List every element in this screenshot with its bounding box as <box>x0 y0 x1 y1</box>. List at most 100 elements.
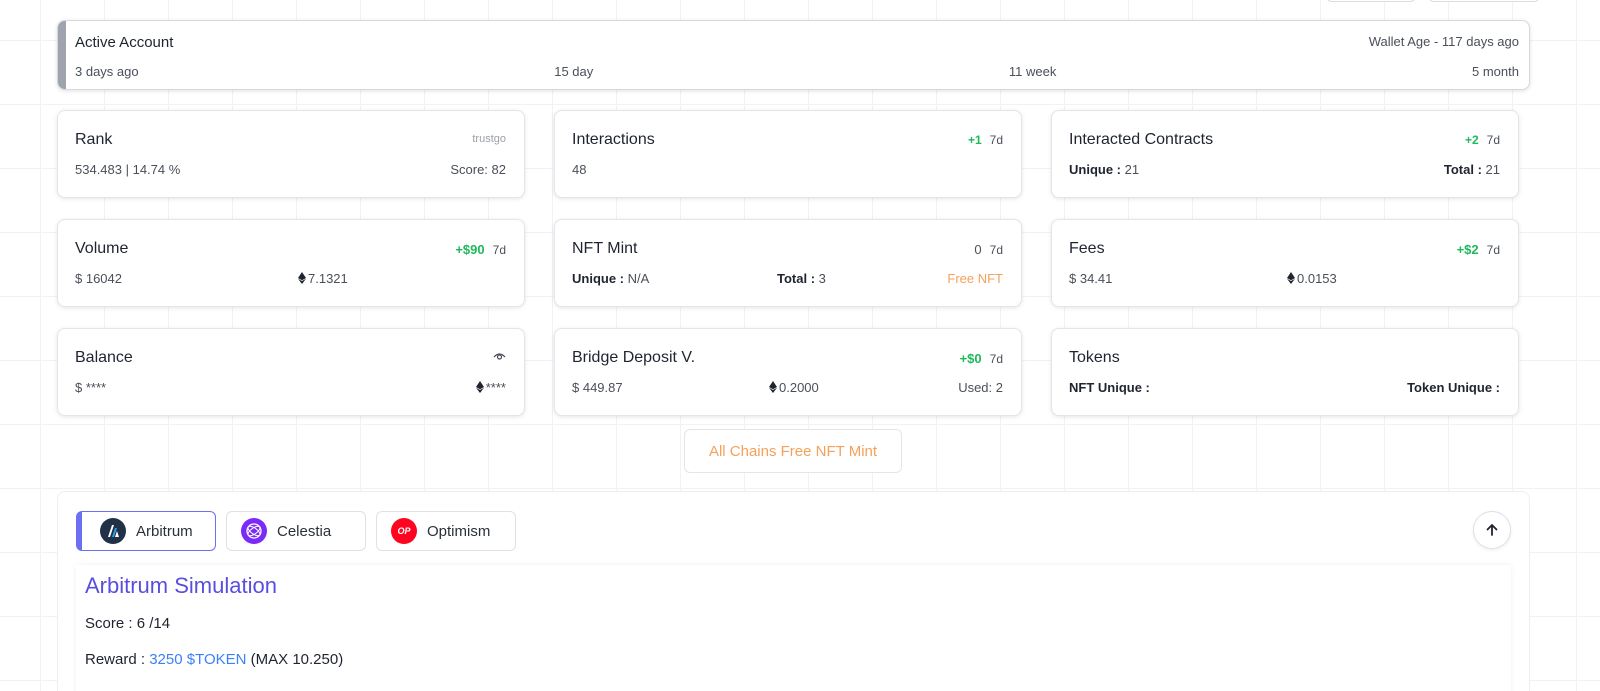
bridge-usd: $ 449.87 <box>572 380 623 395</box>
total-contracts: Total : 21 <box>1444 162 1500 177</box>
ethereum-icon <box>298 272 306 284</box>
free-nft-link[interactable]: Free NFT <box>947 271 1003 286</box>
simulation-section: Arbitrum Simulation Score : 6 /14 Reward… <box>76 565 1511 691</box>
card-badge: +2 7d <box>1465 133 1500 147</box>
card-title: NFT Mint <box>572 240 638 257</box>
top-control-button[interactable] <box>1428 0 1540 2</box>
period-label: 7d <box>1486 133 1500 147</box>
card-badge: +$90 7d <box>455 242 506 257</box>
tab-arbitrum[interactable]: Arbitrum <box>76 511 216 551</box>
delta-value: +$90 <box>455 242 485 257</box>
top-control-button[interactable] <box>1326 0 1416 2</box>
wallet-age: Wallet Age - 117 days ago <box>1368 34 1519 49</box>
unique-value: 21 <box>1124 162 1140 177</box>
volume-card: Volume +$90 7d $ 16042 7.1321 <box>57 219 525 307</box>
delta-value: +$2 <box>1456 242 1479 257</box>
volume-eth: 7.1321 <box>298 271 348 286</box>
tab-celestia[interactable]: Celestia <box>226 511 366 551</box>
ethereum-icon <box>1287 272 1295 284</box>
ethereum-icon <box>475 381 484 393</box>
card-badge: +$2 7d <box>1457 242 1500 257</box>
rank-score: Score: 82 <box>450 162 506 177</box>
interactions-value: 48 <box>572 162 587 177</box>
nft-mint-card: NFT Mint 0 7d Unique : N/A Total : 3 Fre… <box>554 219 1022 307</box>
delta-value: 0 <box>974 242 982 257</box>
arbitrum-logo-icon <box>100 518 126 544</box>
reward-value: 3250 $TOKEN <box>149 651 247 668</box>
all-chains-free-nft-mint-button[interactable]: All Chains Free NFT Mint <box>684 429 902 473</box>
total-label: Total : <box>1443 162 1482 177</box>
bridge-eth: 0.2000 <box>769 380 819 395</box>
card-title: Tokens <box>1069 349 1120 366</box>
nft-total: Total : 3 <box>777 271 826 286</box>
total-value: 3 <box>818 271 826 286</box>
score-value: 6 /14 <box>136 615 171 632</box>
activity-tick: 5 month <box>1472 64 1519 79</box>
rank-card: Rank trustgo 534.483 | 14.74 % Score: 82 <box>57 110 525 198</box>
top-controls <box>1326 0 1540 2</box>
simulation-title: Arbitrum Simulation <box>85 573 277 598</box>
interacted-contracts-card: Interacted Contracts +2 7d Unique : 21 T… <box>1051 110 1519 198</box>
eye-icon[interactable] <box>493 351 506 361</box>
card-badge: +$0 7d <box>960 351 1003 366</box>
period-label: 7d <box>989 352 1003 366</box>
ethereum-icon <box>769 381 777 393</box>
bridge-used: Used: 2 <box>958 380 1003 395</box>
tab-label: Arbitrum <box>136 522 193 540</box>
unique-contracts: Unique : 21 <box>1069 162 1139 177</box>
score-label: Score : <box>85 615 133 632</box>
rank-source: trustgo <box>472 133 506 145</box>
scroll-to-top-button[interactable] <box>1473 511 1511 549</box>
chains-panel: Arbitrum Celestia OP Optimism Arbitrum S… <box>57 491 1530 691</box>
simulation-reward: Reward : 3250 $TOKEN (MAX 10.250) <box>85 651 343 668</box>
eth-value: 0.2000 <box>779 380 819 395</box>
total-label: Total : <box>777 271 816 286</box>
unique-value: N/A <box>627 271 650 286</box>
card-title: Interactions <box>572 131 655 148</box>
card-title: Volume <box>75 240 129 257</box>
card-title: Fees <box>1069 240 1105 257</box>
card-badge: trustgo <box>472 133 506 145</box>
card-title: Interacted Contracts <box>1069 131 1214 148</box>
tab-optimism[interactable]: OP Optimism <box>376 511 516 551</box>
delta-value: +2 <box>1464 133 1479 147</box>
celestia-logo-icon <box>241 518 267 544</box>
period-label: 7d <box>989 243 1003 257</box>
balance-usd: $ **** <box>75 380 107 395</box>
simulation-score: Score : 6 /14 <box>85 615 170 632</box>
fees-usd: $ 34.41 <box>1069 271 1113 286</box>
rank-value: 534.483 | 14.74 % <box>75 162 181 177</box>
active-account-bar: Active Account Wallet Age - 117 days ago… <box>57 20 1530 90</box>
balance-card: Balance $ **** **** <box>57 328 525 416</box>
unique-label: Unique : <box>1069 162 1121 177</box>
tab-label: Celestia <box>277 522 332 540</box>
active-account-title: Active Account <box>75 34 174 51</box>
reward-label: Reward : <box>85 651 146 668</box>
card-badge: +1 7d <box>968 133 1003 147</box>
eth-value: **** <box>485 380 506 395</box>
period-label: 7d <box>1486 243 1500 257</box>
optimism-logo-icon: OP <box>391 518 417 544</box>
nft-unique: Unique : N/A <box>572 271 649 286</box>
card-title: Rank <box>75 131 113 148</box>
nft-unique-label: NFT Unique : <box>1069 380 1150 395</box>
delta-value: +$0 <box>959 351 982 366</box>
period-label: 7d <box>989 133 1003 147</box>
eth-value: 7.1321 <box>308 271 348 286</box>
activity-ticks: 3 days ago 15 day 11 week 5 month <box>75 64 1519 79</box>
interactions-card: Interactions +1 7d 48 <box>554 110 1022 198</box>
tokens-card: Tokens NFT Unique : Token Unique : <box>1051 328 1519 416</box>
activity-tick: 11 week <box>1008 64 1057 79</box>
activity-tick: 3 days ago <box>75 64 139 79</box>
card-badge <box>493 351 506 361</box>
volume-usd: $ 16042 <box>75 271 122 286</box>
fees-card: Fees +$2 7d $ 34.41 0.0153 <box>1051 219 1519 307</box>
eth-value: 0.0153 <box>1297 271 1337 286</box>
fees-eth: 0.0153 <box>1287 271 1337 286</box>
card-title: Balance <box>75 349 133 366</box>
activity-tick: 15 day <box>554 64 594 79</box>
card-badge: 0 7d <box>974 242 1003 257</box>
token-unique-label: Token Unique : <box>1407 380 1500 395</box>
arrow-up-icon <box>1486 524 1498 536</box>
